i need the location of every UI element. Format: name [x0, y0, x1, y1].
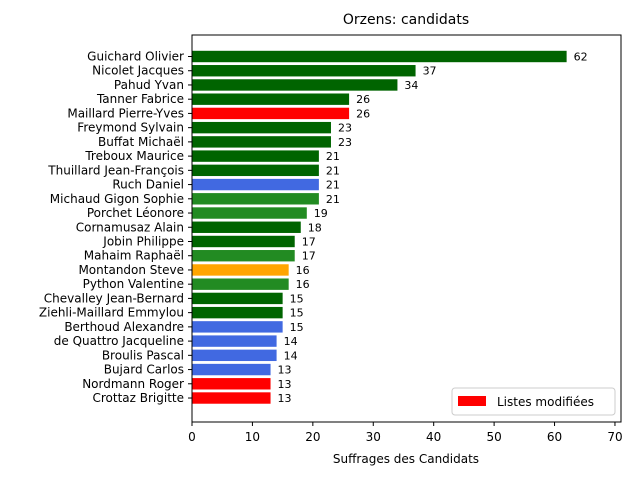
x-tick-label: 10	[245, 430, 260, 444]
value-label: 37	[423, 65, 437, 78]
bar	[192, 136, 331, 148]
y-tick-label: Crottaz Brigitte	[92, 391, 184, 405]
bar	[192, 221, 301, 233]
legend-label: Listes modifiées	[497, 395, 594, 409]
value-label: 62	[574, 51, 588, 64]
y-tick-label: Treboux Maurice	[84, 149, 184, 163]
y-tick-label: Chevalley Jean-Bernard	[44, 291, 184, 305]
y-tick-label: Jobin Philippe	[102, 234, 184, 248]
legend-box	[451, 387, 616, 416]
bar	[192, 207, 307, 219]
value-label: 14	[284, 335, 298, 348]
value-label: 21	[326, 193, 340, 206]
x-tick-label: 30	[366, 430, 381, 444]
bar	[192, 193, 319, 205]
bar	[192, 50, 567, 63]
bar	[192, 150, 319, 162]
bar	[192, 378, 271, 390]
y-tick-label: Pahud Yvan	[114, 78, 184, 92]
value-label: 21	[326, 164, 340, 177]
value-label: 21	[326, 179, 340, 192]
value-label: 15	[290, 307, 304, 320]
bar	[192, 107, 350, 120]
y-tick-label: Michaud Gigon Sophie	[50, 192, 184, 206]
x-tick-label: 70	[607, 430, 622, 444]
value-label: 21	[326, 150, 340, 163]
value-label: 13	[278, 392, 292, 405]
bar	[192, 335, 277, 347]
bar	[192, 121, 331, 134]
bar	[192, 93, 350, 105]
y-tick-label: Thuillard Jean-François	[47, 163, 184, 177]
bar	[192, 306, 283, 319]
y-tick-label: Tanner Fabrice	[96, 92, 184, 106]
value-label: 18	[308, 221, 322, 234]
bar	[192, 278, 289, 290]
x-axis-title: Suffrages des Candidats	[333, 452, 479, 466]
value-label: 26	[356, 93, 370, 106]
y-tick-label: Montandon Steve	[78, 263, 184, 277]
value-label: 23	[338, 122, 352, 135]
value-label: 19	[314, 207, 328, 220]
bar	[192, 321, 283, 333]
x-tick-label: 60	[547, 430, 562, 444]
x-tick-label: 50	[486, 430, 501, 444]
value-label: 13	[278, 378, 292, 391]
value-label: 13	[278, 364, 292, 377]
y-tick-label: Porchet Léonore	[87, 206, 184, 220]
y-tick-label: Maillard Pierre-Yves	[67, 106, 184, 120]
value-label: 16	[296, 278, 310, 291]
y-tick-label: Ziehli-Maillard Emmylou	[39, 306, 184, 320]
bar	[192, 250, 295, 262]
y-tick-label: Broulis Pascal	[102, 348, 184, 362]
y-tick-label: Freymond Sylvain	[77, 121, 184, 135]
bar	[192, 264, 289, 276]
y-tick-label: Bujard Carlos	[104, 363, 184, 377]
y-tick-label: Mahaim Raphaël	[84, 249, 184, 263]
y-tick-label: Guichard Olivier	[87, 50, 184, 64]
bar	[192, 292, 283, 305]
bars-group	[192, 50, 567, 404]
value-label: 26	[356, 107, 370, 120]
value-label: 15	[290, 292, 304, 305]
y-tick-label: Nordmann Roger	[82, 377, 184, 391]
bar	[192, 392, 271, 404]
y-tick-label: de Quattro Jacqueline	[54, 334, 184, 348]
bar	[192, 178, 319, 191]
value-label: 17	[302, 235, 316, 248]
chart-title: Orzens: candidats	[343, 12, 469, 28]
y-tick-label: Python Valentine	[83, 277, 184, 291]
bar	[192, 164, 319, 177]
legend-swatch	[458, 396, 486, 406]
plot-frame	[191, 34, 622, 423]
legend: Listes modifiées	[451, 387, 616, 416]
x-tick-label: 20	[305, 430, 320, 444]
value-label: 14	[284, 349, 298, 362]
value-label: 34	[404, 79, 418, 92]
value-label: 23	[338, 136, 352, 149]
x-axis-ticks: 0 10 20 30 40 50 60 70	[188, 422, 623, 444]
y-tick-label: Cornamusaz Alain	[76, 220, 184, 234]
y-tick-label: Ruch Daniel	[112, 178, 184, 192]
x-tick-label: 40	[426, 430, 441, 444]
bar	[192, 65, 416, 77]
bar	[192, 349, 277, 362]
bar	[192, 363, 271, 376]
y-tick-label: Nicolet Jacques	[92, 64, 184, 78]
bar	[192, 235, 295, 248]
value-label: 17	[302, 250, 316, 263]
y-tick-label: Berthoud Alexandre	[64, 320, 184, 334]
x-tick-label: 0	[188, 430, 196, 444]
value-label: 16	[296, 264, 310, 277]
value-label: 15	[290, 321, 304, 334]
value-labels: 6237342626232321212121191817171616151515…	[278, 51, 588, 406]
bar	[192, 79, 398, 91]
y-tick-label: Buffat Michaël	[98, 135, 184, 149]
